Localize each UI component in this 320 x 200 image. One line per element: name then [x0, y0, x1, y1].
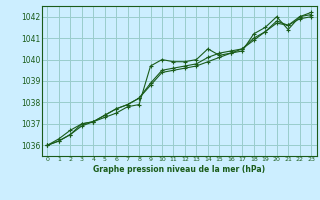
- X-axis label: Graphe pression niveau de la mer (hPa): Graphe pression niveau de la mer (hPa): [93, 165, 265, 174]
